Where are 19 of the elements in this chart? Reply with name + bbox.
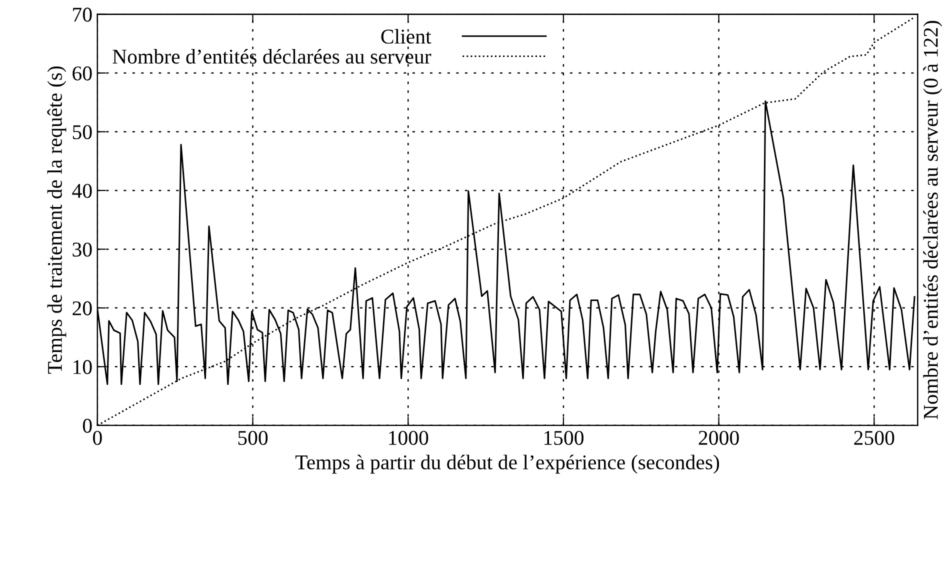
y-tick-label: 10 (74, 360, 92, 374)
x-tick-label: 1500 (544, 430, 584, 445)
x-tick-label: 500 (238, 430, 268, 445)
legend-label: Nombre d’entités déclarées au serveur (112, 49, 432, 64)
x-tick-label: 2500 (854, 430, 894, 445)
x-tick-label: 1000 (389, 430, 428, 445)
y-tick-label: 30 (72, 242, 92, 257)
y-axis-title: Temps de traitement de la requête (s) (47, 66, 66, 374)
y-tick-label: 0 (82, 418, 92, 433)
legend-label: Client (381, 28, 432, 44)
y-tick-label: 20 (72, 301, 92, 316)
x-axis-title: Temps à partir du début de l’expérience (secondes) (295, 454, 720, 474)
y-tick-label: 60 (72, 66, 92, 80)
x-tick-label: 0 (93, 430, 102, 445)
y-tick-label: 70 (73, 8, 92, 22)
x-tick-label: 2000 (698, 430, 739, 445)
y2-axis-title: Nombre d’entités déclarées au serveur (0 à 122) (923, 20, 942, 420)
y-tick-label: 50 (72, 125, 92, 140)
y-tick-label: 40 (72, 184, 92, 198)
